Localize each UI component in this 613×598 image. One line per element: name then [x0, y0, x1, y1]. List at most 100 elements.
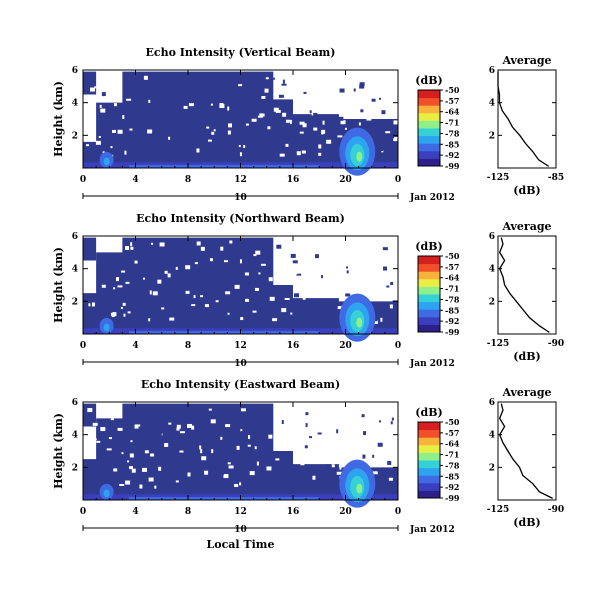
speckle [348, 410, 352, 413]
colorbar-swatch [418, 316, 440, 325]
speckle [234, 419, 240, 423]
speckle [377, 457, 380, 461]
panel-title: Echo Intensity (Northward Beam) [136, 212, 345, 225]
speckle [125, 281, 130, 284]
speckle [188, 103, 194, 107]
speckle [362, 454, 366, 459]
speckle [305, 420, 309, 423]
speckle [302, 123, 307, 128]
speckle [369, 261, 374, 266]
speckle [101, 92, 106, 97]
speckle [360, 109, 364, 113]
speckle [179, 450, 184, 453]
colorbar-tick-label: -78 [445, 294, 460, 304]
speckle [316, 78, 321, 82]
speckle [304, 445, 308, 449]
speckle [317, 432, 322, 435]
speckle [346, 431, 351, 435]
speckle [90, 87, 96, 92]
y-tick-label: 2 [72, 297, 78, 307]
speckle [254, 287, 259, 291]
speckle [284, 422, 290, 425]
speckle [119, 483, 125, 486]
speckle [311, 111, 315, 116]
speckle [87, 408, 93, 413]
speckle [186, 443, 192, 448]
speckle [199, 445, 202, 450]
colorbar-label: (dB) [415, 406, 442, 419]
speckle [186, 470, 191, 474]
speckle [305, 298, 309, 303]
colorbar-swatch [418, 150, 440, 159]
colorbar-swatch [418, 158, 440, 167]
date-day-label: 10 [234, 193, 247, 203]
speckle [175, 266, 178, 270]
date-month-label: Jan 2012 [409, 359, 455, 369]
speckle [147, 152, 151, 156]
speckle [336, 467, 341, 472]
profile-x-tick-label: -125 [487, 173, 510, 183]
speckle [153, 472, 159, 477]
colorbar-frame [417, 421, 441, 499]
speckle [223, 298, 226, 302]
colorbar-swatch [418, 278, 440, 287]
speckle [158, 466, 162, 471]
speckle [352, 412, 357, 417]
echo-storm-peak [356, 151, 363, 162]
speckle [148, 95, 152, 98]
speckle [346, 270, 349, 274]
speckle [152, 291, 158, 296]
panel-title: Echo Intensity (Vertical Beam) [145, 46, 335, 59]
speckle [200, 295, 204, 298]
speckle [237, 289, 240, 293]
speckle [98, 266, 104, 269]
speckle [345, 293, 351, 297]
speckle [113, 103, 117, 107]
speckle [162, 84, 168, 87]
speckle [276, 244, 282, 249]
speckle [279, 452, 282, 455]
speckle [157, 252, 161, 257]
speckle [319, 110, 324, 114]
speckle [167, 273, 171, 278]
speckle [125, 480, 131, 485]
speckle [150, 253, 156, 258]
speckle [148, 318, 151, 322]
y-axis-label: Height (km) [52, 413, 65, 489]
speckle [243, 144, 246, 148]
speckle [208, 139, 213, 142]
speckle [188, 111, 193, 114]
speckle [299, 131, 304, 134]
speckle [117, 285, 123, 288]
y-tick-label: 4 [72, 265, 78, 275]
profile-title: Average [501, 386, 551, 399]
speckle [258, 272, 261, 275]
x-tick-label: 12 [234, 507, 247, 517]
speckle [85, 261, 89, 264]
colorbar-swatch [418, 90, 440, 99]
speckle [149, 421, 155, 425]
speckle [164, 270, 168, 274]
speckle [134, 260, 138, 264]
x-tick-label: 8 [185, 175, 191, 185]
x-tick-label: 0 [395, 175, 401, 185]
colorbar-tick-label: -92 [445, 150, 459, 160]
speckle [302, 297, 306, 300]
colorbar-swatch [418, 97, 440, 106]
speckle [318, 144, 322, 149]
speckle [95, 140, 101, 145]
profile-y-tick-label: 2 [489, 131, 495, 141]
speckle [238, 144, 241, 147]
speckle [154, 485, 157, 489]
speckle [272, 318, 278, 322]
speckle [262, 141, 265, 144]
speckle [113, 468, 118, 472]
speckle [234, 483, 239, 487]
speckle [109, 121, 112, 124]
speckle [99, 104, 102, 108]
colorbar-swatch [418, 437, 440, 446]
profile-frame [497, 401, 557, 501]
speckle [280, 108, 284, 111]
speckle [330, 268, 335, 273]
speckle [234, 284, 240, 289]
